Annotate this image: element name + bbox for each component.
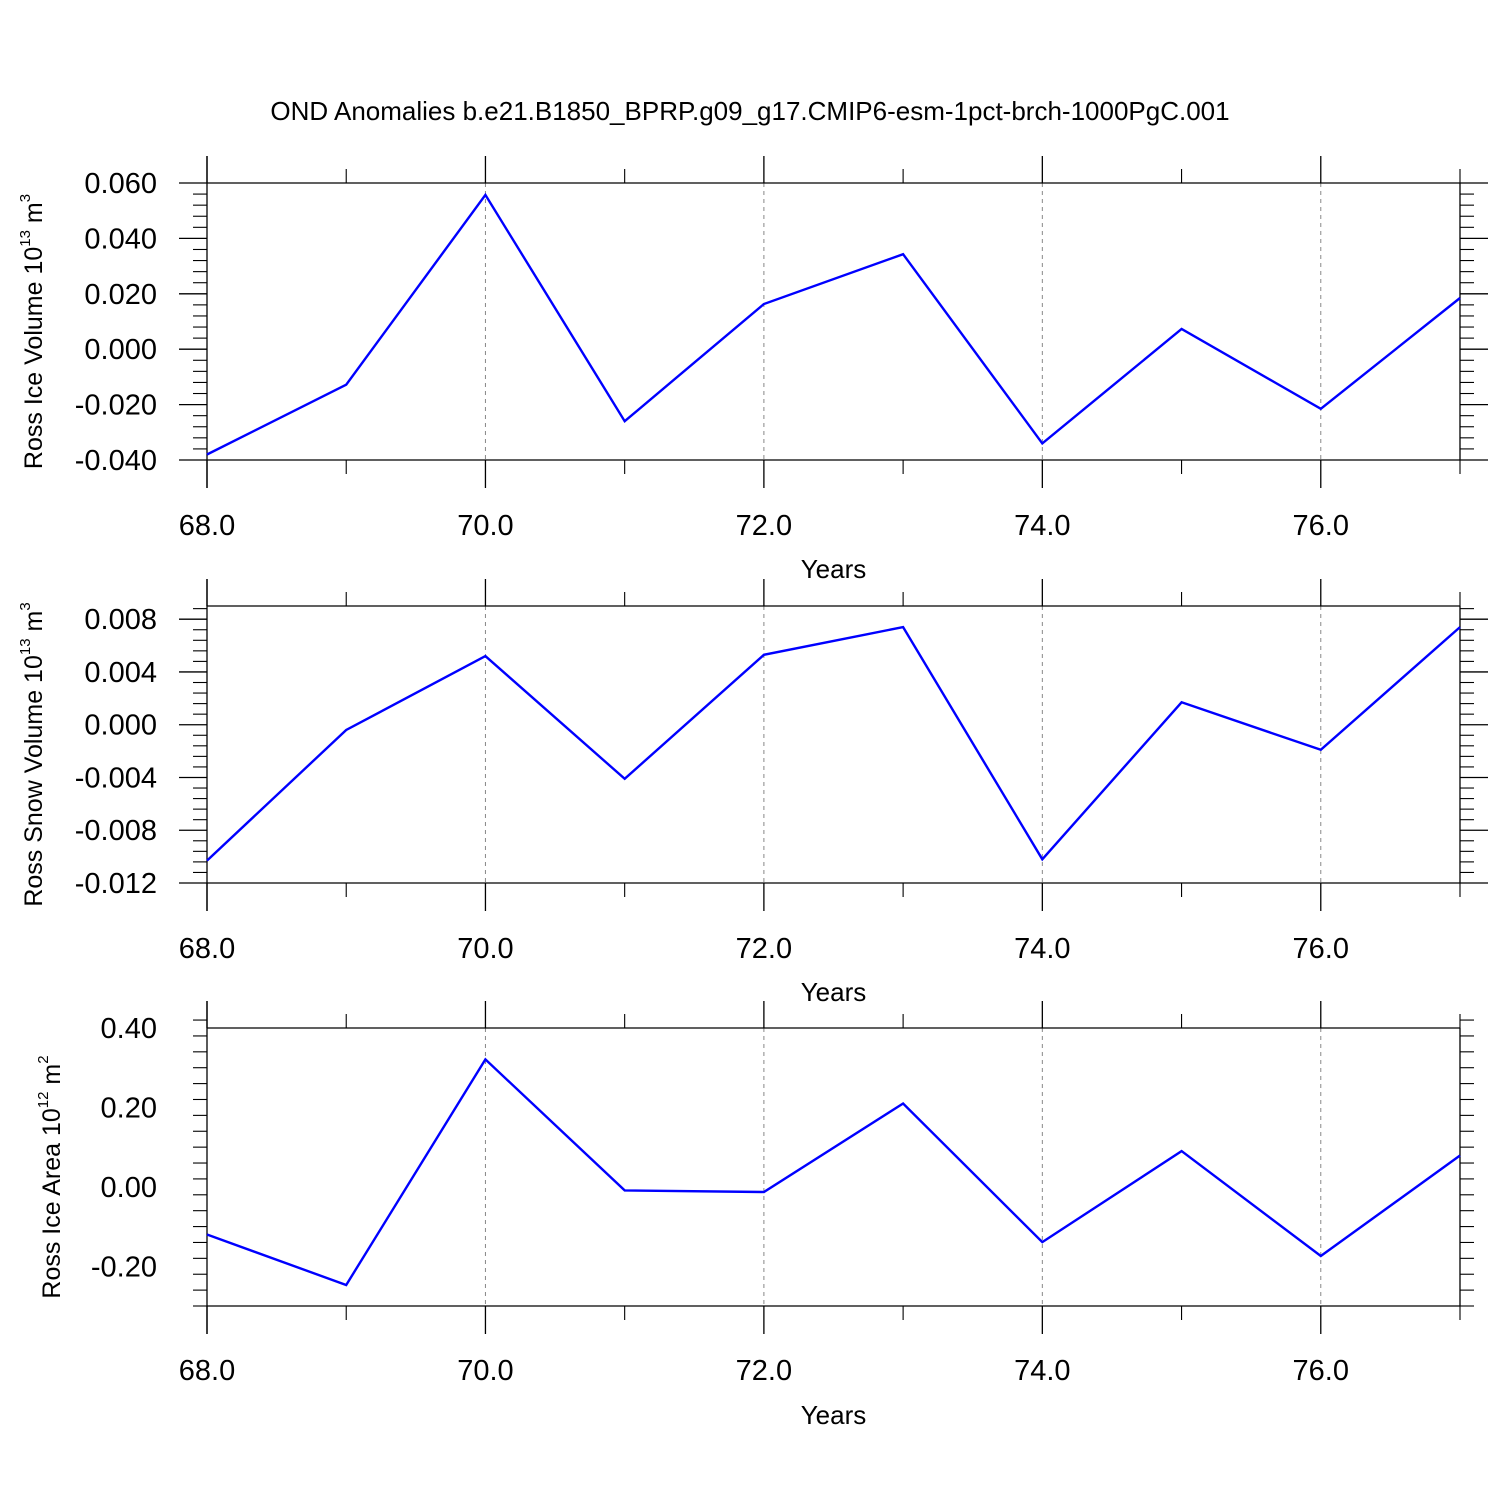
y-axis-label: Ross Ice Volume 1013 m3 xyxy=(17,194,48,469)
y-axis-label: Ross Snow Volume 1013 m3 xyxy=(17,602,48,906)
x-tick-label: 76.0 xyxy=(1293,510,1349,542)
y-tick-label: -0.012 xyxy=(75,868,157,900)
y-tick-label: -0.040 xyxy=(75,445,157,477)
y-tick-label: 0.20 xyxy=(101,1092,157,1124)
y-tick-label: -0.008 xyxy=(75,815,157,847)
x-tick-label: 70.0 xyxy=(457,510,513,542)
x-tick-label: 68.0 xyxy=(179,1355,235,1387)
y-tick-label: -0.20 xyxy=(91,1251,157,1283)
x-axis-label: Years xyxy=(801,977,867,1007)
x-tick-label: 72.0 xyxy=(736,1355,792,1387)
y-tick-label: 0.008 xyxy=(84,604,157,636)
x-tick-label: 68.0 xyxy=(179,510,235,542)
x-tick-label: 70.0 xyxy=(457,1355,513,1387)
series-line xyxy=(206,192,1461,456)
x-tick-label: 72.0 xyxy=(736,933,792,965)
x-tick-label: 74.0 xyxy=(1014,510,1070,542)
y-tick-label: 0.004 xyxy=(84,657,157,689)
chart-panel-1: 68.0 70.0 72.0 74.0 76.0 -0.040 -0.020 0.000 0.0… xyxy=(17,156,1488,584)
x-tick-label: 72.0 xyxy=(736,510,792,542)
x-tick-label: 74.0 xyxy=(1014,933,1070,965)
y-tick-label: -0.004 xyxy=(75,762,157,794)
y-axis-label: Ross Ice Area 1012 m2 xyxy=(35,1055,66,1298)
x-tick-label: 76.0 xyxy=(1293,1355,1349,1387)
y-tick-label: 0.020 xyxy=(84,279,157,311)
y-tick-label: 0.00 xyxy=(101,1172,157,1204)
figure-title: OND Anomalies b.e21.B1850_BPRP.g09_g17.C… xyxy=(270,96,1229,126)
x-tick-label: 76.0 xyxy=(1293,933,1349,965)
y-tick-label: 0.040 xyxy=(84,223,157,255)
y-tick-label: 0.000 xyxy=(84,334,157,366)
x-tick-label: 70.0 xyxy=(457,933,513,965)
x-tick-label: 68.0 xyxy=(179,933,235,965)
chart-panel-3: 68.0 70.0 72.0 74.0 76.0 -0.20 0.00 0.20 0.40 Yea… xyxy=(35,1001,1474,1430)
x-axis-label: Years xyxy=(801,1400,867,1430)
y-tick-label: 0.060 xyxy=(84,168,157,200)
x-axis-label: Years xyxy=(801,554,867,584)
series-line xyxy=(206,625,1461,862)
y-tick-label: 0.40 xyxy=(101,1013,157,1045)
series-line xyxy=(206,1057,1461,1287)
chart-panel-2: 68.0 70.0 72.0 74.0 76.0 -0.012 -0.008 -0.004 0.… xyxy=(17,579,1488,1007)
x-tick-label: 74.0 xyxy=(1014,1355,1070,1387)
y-tick-label: 0.000 xyxy=(84,710,157,742)
y-tick-label: -0.020 xyxy=(75,390,157,422)
